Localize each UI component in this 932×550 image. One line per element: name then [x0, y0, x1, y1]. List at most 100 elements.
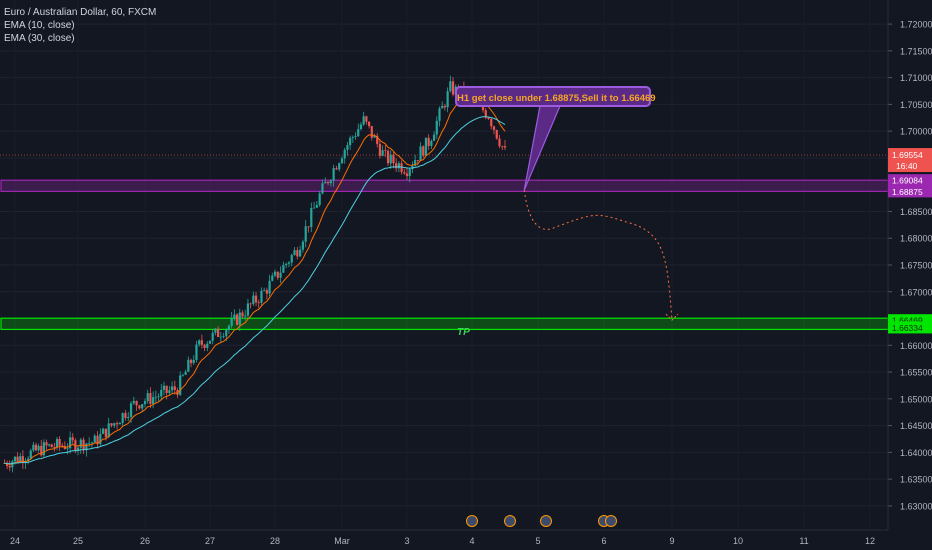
candle-body [27, 458, 30, 461]
grid [0, 23, 888, 507]
x-tick-label: Mar [334, 536, 350, 546]
x-tick-label: 12 [865, 536, 875, 546]
candle-body [389, 154, 392, 164]
x-tick-label: 11 [799, 536, 808, 546]
candle-body [268, 280, 271, 294]
candle-body [165, 385, 168, 394]
y-tick-label: 1.65000 [900, 394, 932, 404]
candle-body [176, 389, 179, 395]
candle-body [217, 328, 220, 337]
candle-body [351, 137, 354, 138]
candle-body [107, 423, 110, 438]
ema-slow-line [4, 116, 506, 465]
sell-zone [0, 179, 889, 192]
candle-body [392, 154, 395, 164]
candle-body [200, 340, 203, 345]
candle-body [55, 439, 59, 448]
candle-body [61, 445, 64, 447]
sell-zone-price-tag [888, 174, 932, 187]
x-tick-label: 6 [601, 536, 606, 546]
x-tick-label: 9 [669, 536, 674, 546]
candle-body [367, 121, 371, 126]
candle-body [273, 271, 277, 276]
candle-body [11, 461, 14, 468]
candle-body [397, 163, 400, 169]
x-tick-label: 26 [140, 536, 150, 546]
candle-body [400, 163, 403, 173]
candle-body [227, 325, 231, 330]
candle-body [192, 360, 195, 364]
candle-body [296, 250, 299, 257]
event-marker-icon [504, 515, 516, 527]
candle-body [346, 145, 349, 150]
candle-body [93, 435, 96, 443]
candle-body [395, 163, 398, 169]
candle-body [359, 124, 363, 130]
sell-zone-price-label: 1.68875 [892, 187, 923, 197]
tp-zone-price-label: 1.66469 [892, 316, 923, 326]
callout-note[interactable]: H1 get close under 1.68875,Sell it to 1.… [455, 86, 656, 107]
candle-body [315, 204, 318, 208]
candle-body [187, 359, 190, 372]
candle-body [222, 336, 225, 338]
candle-body [354, 136, 357, 138]
candle-body [203, 344, 206, 348]
candle-body [349, 137, 352, 146]
x-tick-label: 25 [73, 536, 83, 546]
x-tick-label: 27 [205, 536, 215, 546]
y-tick-label: 1.67000 [900, 287, 932, 297]
ema-lines [4, 97, 506, 465]
candle-body [416, 160, 419, 161]
candle-body [495, 129, 498, 139]
candle-body [195, 344, 198, 361]
sell-zone-price-tag [888, 185, 932, 198]
candle-body [154, 396, 157, 398]
candle-body [443, 105, 447, 108]
candle-body [451, 81, 455, 95]
candle-body [214, 328, 217, 333]
candle-body [370, 125, 373, 138]
candle-body [427, 137, 430, 146]
candle-body [184, 371, 187, 375]
candle-body [422, 146, 425, 156]
candle-body [441, 105, 444, 109]
candle-body [285, 263, 288, 266]
candle-body [230, 318, 233, 326]
projection-path [523, 189, 673, 321]
legend-symbol[interactable]: Euro / Australian Dollar, 60, FXCM [4, 7, 157, 18]
y-tick-label: 1.67500 [900, 261, 932, 271]
candle-body [225, 329, 228, 337]
legend-ema-slow[interactable]: EMA (30, close) [4, 33, 75, 44]
candle-body [271, 275, 274, 281]
candles [3, 75, 507, 473]
candle-body [102, 428, 105, 434]
candle-body [378, 143, 382, 156]
candle-body [312, 207, 316, 209]
candle-body [206, 343, 209, 348]
y-tick-label: 1.63500 [900, 475, 932, 485]
candle-body [310, 208, 313, 228]
y-tick-label: 1.72000 [900, 20, 932, 30]
last-price-tag [888, 148, 932, 173]
candle-body [143, 401, 147, 405]
candle-body [403, 172, 406, 174]
candle-body [198, 340, 201, 345]
candle-body [129, 403, 133, 417]
candle-body [124, 413, 127, 419]
candle-body [138, 405, 141, 409]
candle-body [34, 444, 38, 451]
tp-label: TP [457, 327, 470, 338]
legend-ema-fast[interactable]: EMA (10, close) [4, 20, 75, 31]
time-axis: 24 25 26 27 28 Mar 3 4 5 6 9 10 11 12 [0, 529, 888, 546]
candle-body [490, 118, 493, 127]
countdown-label: 16:40 [896, 161, 918, 171]
ema-fast-line [4, 97, 506, 465]
candle-body [419, 146, 422, 161]
candle-body [88, 442, 91, 444]
y-tick-label: 1.71000 [900, 73, 932, 83]
candle-body [168, 390, 171, 394]
event-markers [466, 515, 617, 527]
event-marker-icon [605, 515, 617, 527]
candle-body [321, 183, 324, 194]
